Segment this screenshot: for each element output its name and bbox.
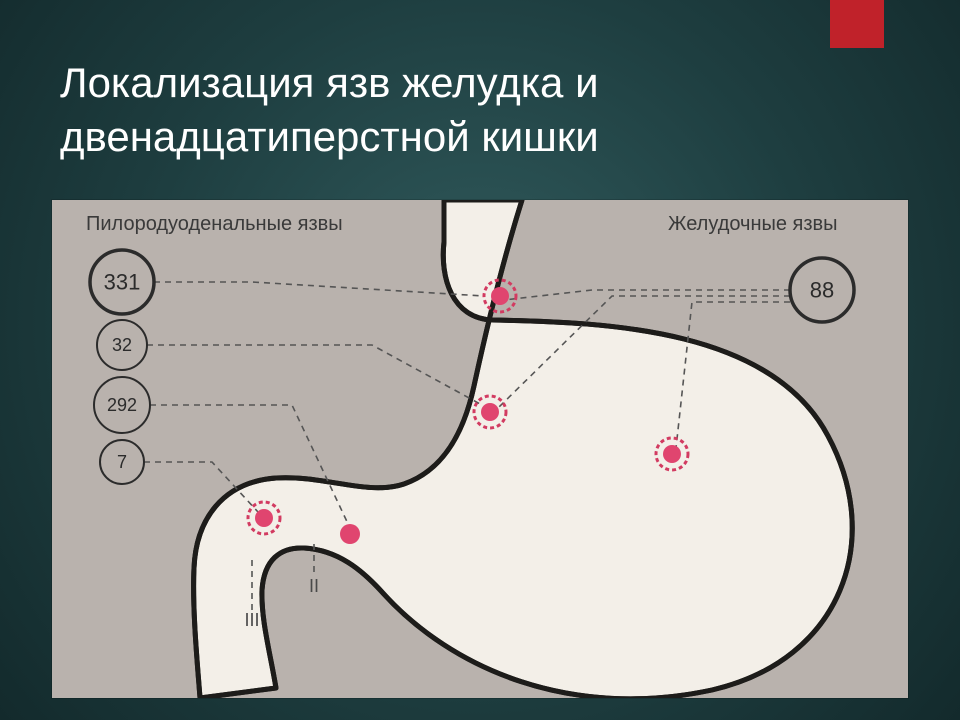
roman-ii: II <box>309 576 319 596</box>
circle-331: 331 <box>90 250 154 314</box>
circle-32: 32 <box>97 320 147 370</box>
svg-text:88: 88 <box>810 278 834 303</box>
circle-292: 292 <box>94 377 150 433</box>
svg-text:7: 7 <box>117 452 127 472</box>
ulcer-pyloric-2 <box>340 524 360 544</box>
heading-right: Желудочные язвы <box>668 213 838 235</box>
slide-title: Локализация язв желудка и двенадцатиперс… <box>60 56 900 164</box>
svg-text:331: 331 <box>104 270 141 295</box>
accent-bar <box>830 0 884 48</box>
figure-svg: Пилородуоденальные язвы Желудочные язвы <box>52 200 908 698</box>
circle-88: 88 <box>790 258 854 322</box>
heading-left: Пилородуоденальные язвы <box>86 213 343 235</box>
svg-text:32: 32 <box>112 335 132 355</box>
svg-text:292: 292 <box>107 395 137 415</box>
ulcer-localization-figure: Пилородуоденальные язвы Желудочные язвы <box>52 200 908 698</box>
circle-7: 7 <box>100 440 144 484</box>
slide-root: Локализация язв желудка и двенадцатиперс… <box>0 0 960 720</box>
roman-iii: III <box>244 610 259 630</box>
